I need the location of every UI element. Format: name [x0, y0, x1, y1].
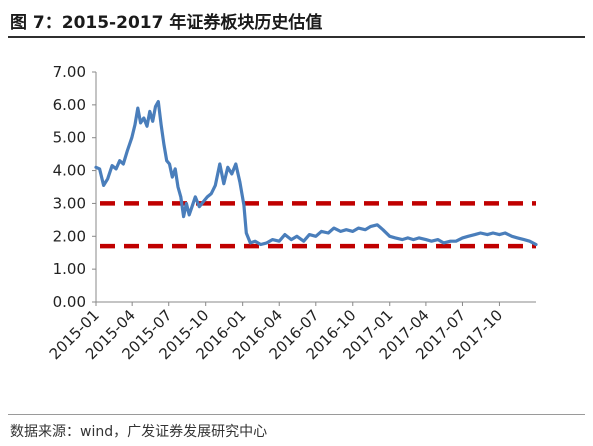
y-tick-label: 7.00: [53, 63, 86, 81]
y-tick-label: 5.00: [53, 129, 86, 147]
figure-title: 图 7：2015-2017 年证券板块历史估值: [10, 13, 323, 33]
y-tick-label: 2.00: [53, 227, 86, 245]
y-tick-label: 3.00: [53, 194, 86, 212]
bottom-rule: [8, 414, 585, 415]
chart: 7.00 6.00 5.00 4.00 3.00 2.00 1.00 0.00 2015-01…: [46, 63, 538, 363]
y-tick-labels: 7.00 6.00 5.00 4.00 3.00 2.00 1.00 0.00: [53, 63, 86, 311]
source-note: 数据来源：wind，广发证券发展研究中心: [10, 424, 268, 440]
y-tick-label: 0.00: [53, 293, 86, 311]
y-tick-label: 1.00: [53, 260, 86, 278]
series-line: [94, 99, 538, 247]
y-tick-label: 4.00: [53, 162, 86, 180]
x-tick-labels: 2015-012015-042015-072015-102016-012016-…: [46, 306, 506, 363]
series-group: [94, 99, 538, 247]
y-tick-label: 6.00: [53, 96, 86, 114]
title-rule: [8, 36, 585, 38]
chart-axes: [92, 71, 536, 306]
reference-lines: [100, 201, 536, 249]
